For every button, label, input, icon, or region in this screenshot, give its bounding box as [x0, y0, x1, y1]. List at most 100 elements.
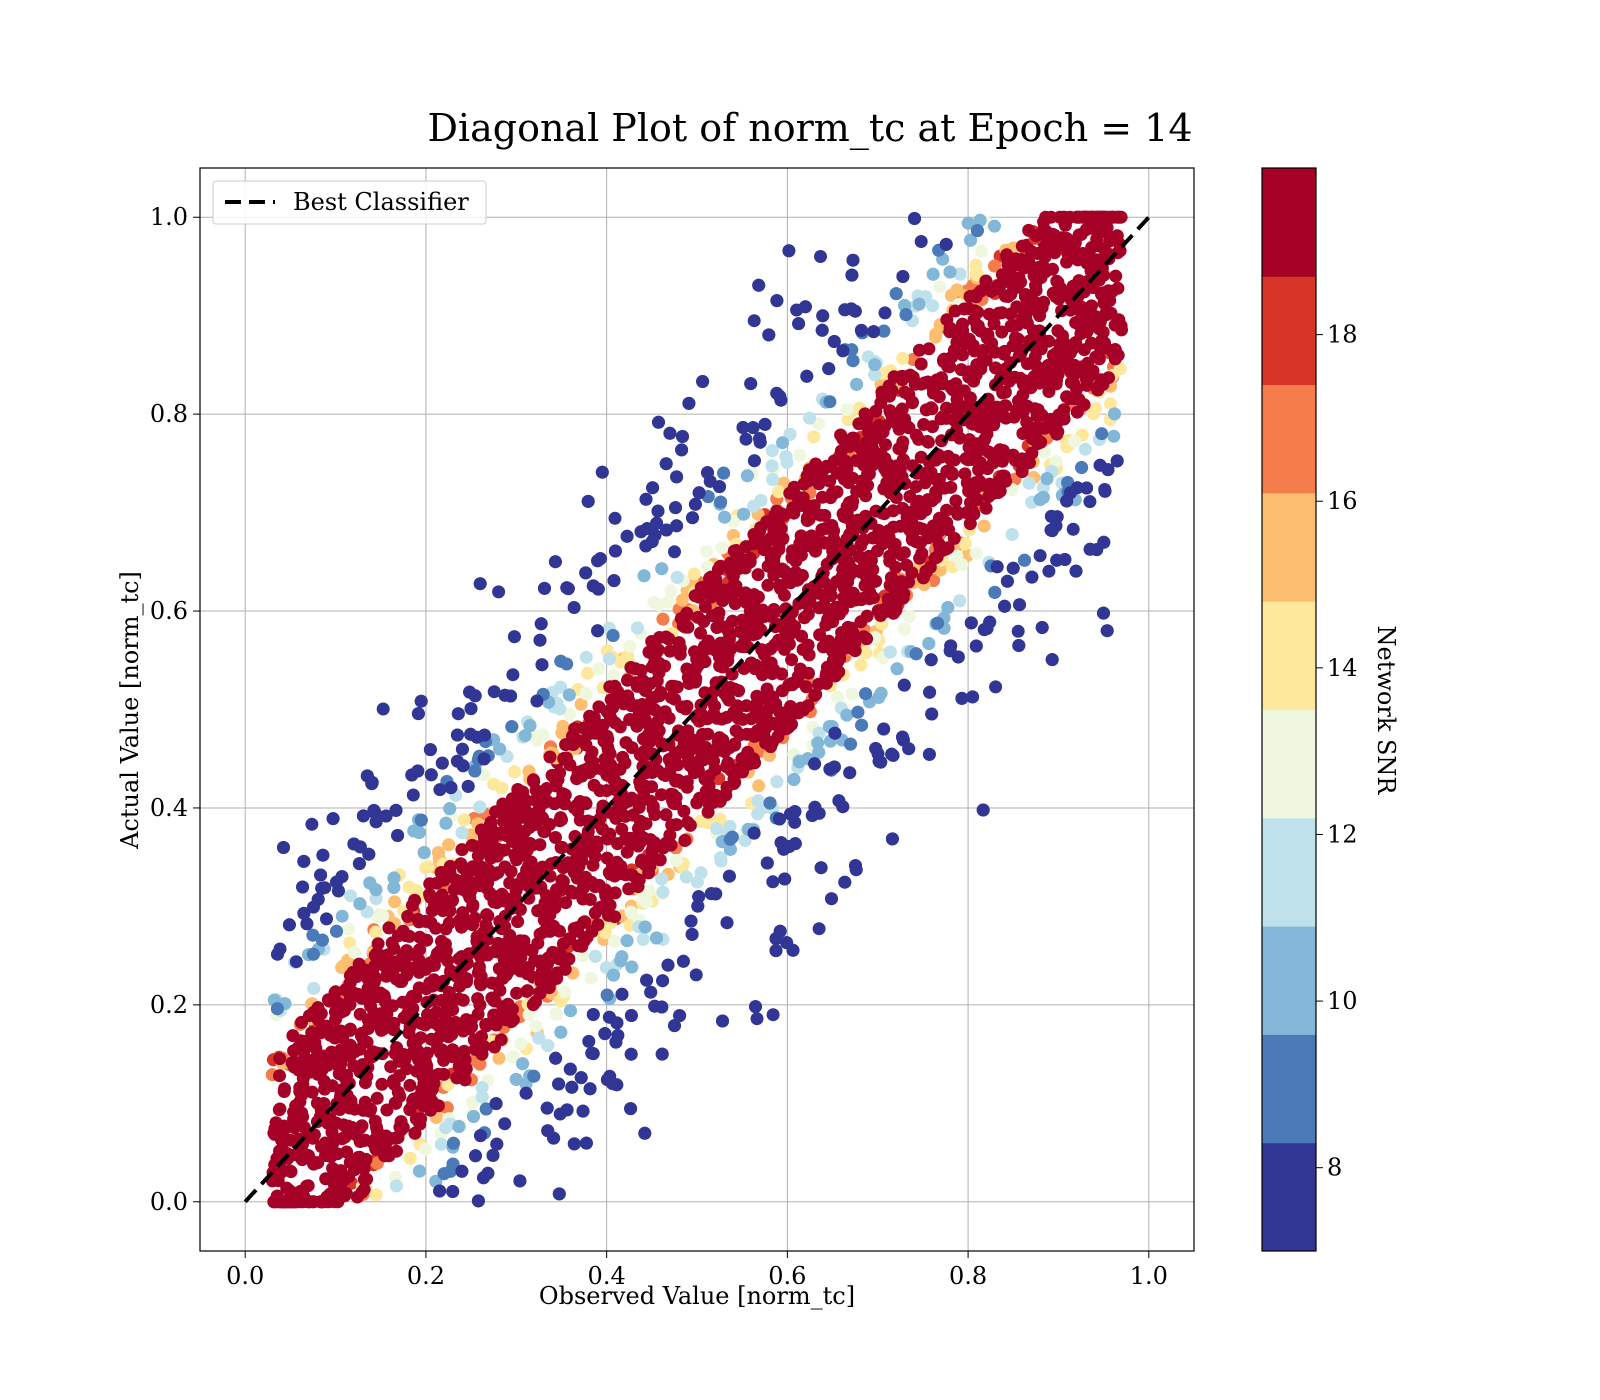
scatter-point — [459, 1013, 473, 1027]
scatter-point — [637, 569, 651, 583]
scatter-point — [775, 562, 789, 576]
scatter-point — [608, 544, 622, 558]
scatter-point — [634, 663, 648, 677]
scatter-point — [520, 863, 534, 877]
scatter-point — [627, 793, 641, 807]
scatter-point — [709, 887, 723, 901]
scatter-point — [651, 504, 665, 518]
scatter-point — [306, 947, 320, 961]
scatter-point — [468, 764, 482, 778]
scatter-point — [456, 906, 470, 920]
scatter-point — [638, 920, 652, 934]
scatter-point — [862, 425, 876, 439]
scatter-point — [560, 657, 574, 671]
scatter-point — [695, 708, 709, 722]
scatter-point — [902, 742, 916, 756]
scatter-point — [779, 450, 793, 464]
scatter-point — [501, 828, 515, 842]
scatter-point — [854, 323, 868, 337]
scatter-point — [1080, 325, 1094, 339]
scatter-point — [625, 868, 639, 882]
scatter-point — [926, 386, 940, 400]
scatter-point — [277, 1085, 291, 1098]
scatter-point — [576, 1104, 590, 1118]
scatter-point — [314, 1109, 327, 1123]
scatter-point — [538, 896, 552, 910]
scatter-point — [353, 897, 367, 911]
scatter-point — [579, 687, 593, 700]
scatter-point — [982, 307, 996, 321]
scatter-point — [887, 407, 901, 421]
scatter-point — [914, 450, 928, 464]
scatter-point — [513, 903, 527, 916]
scatter-point — [852, 417, 866, 431]
scatter-point — [826, 643, 839, 657]
scatter-point — [802, 648, 816, 662]
scatter-point — [565, 1080, 579, 1094]
scatter-point — [812, 806, 826, 820]
scatter-point — [583, 893, 597, 906]
scatter-point — [499, 893, 513, 907]
scatter-point — [642, 866, 656, 880]
scatter-point — [290, 1195, 304, 1209]
scatter-point — [1098, 484, 1112, 498]
scatter-point — [542, 923, 556, 937]
scatter-point — [405, 961, 419, 975]
scatter-point — [838, 875, 852, 889]
scatter-point — [808, 688, 822, 702]
scatter-point — [964, 233, 977, 247]
scatter-point — [345, 1120, 359, 1134]
scatter-point — [421, 860, 435, 874]
scatter-point — [446, 1003, 460, 1017]
scatter-point — [723, 820, 737, 833]
scatter-point — [444, 781, 458, 795]
scatter-point — [813, 467, 827, 481]
scatter-point — [792, 755, 806, 769]
scatter-point — [347, 945, 361, 959]
scatter-point — [1012, 639, 1026, 652]
scatter-point — [896, 730, 909, 744]
scatter-point — [436, 904, 450, 918]
colorbar-tick-label: 16 — [1327, 487, 1358, 515]
scatter-point — [425, 904, 439, 918]
scatter-point — [847, 431, 861, 445]
scatter-point — [751, 568, 765, 582]
scatter-point — [889, 582, 903, 595]
scatter-point — [827, 760, 841, 774]
scatter-point — [414, 813, 428, 827]
scatter-point — [917, 418, 931, 431]
scatter-point — [468, 689, 482, 703]
scatter-point — [969, 546, 983, 560]
scatter-point — [1080, 256, 1094, 270]
scatter-point — [516, 1057, 530, 1071]
scatter-point — [1042, 564, 1056, 578]
x-tick-label: 0.0 — [226, 1262, 264, 1290]
scatter-point — [836, 344, 850, 358]
scatter-point — [1014, 346, 1028, 360]
scatter-point — [776, 712, 789, 726]
scatter-point — [565, 842, 579, 856]
colorbar-tick-label: 14 — [1327, 654, 1358, 682]
scatter-point — [538, 581, 551, 595]
scatter-point — [727, 544, 741, 558]
scatter-point — [300, 917, 314, 931]
x-tick-label: 0.4 — [588, 1262, 626, 1290]
scatter-point — [562, 688, 576, 702]
scatter-point — [335, 909, 349, 923]
scatter-point — [824, 589, 838, 602]
scatter-point — [793, 537, 807, 550]
scatter-point — [716, 594, 730, 608]
scatter-point — [710, 711, 724, 725]
scatter-point — [556, 719, 570, 733]
scatter-point — [442, 916, 456, 930]
scatter-point — [291, 1041, 305, 1055]
scatter-point — [560, 751, 573, 765]
scatter-point — [773, 924, 787, 938]
scatter-point — [413, 930, 427, 944]
scatter-point — [1021, 293, 1035, 307]
scatter-point — [894, 442, 908, 456]
colorbar-level — [1262, 1034, 1316, 1144]
scatter-point — [350, 970, 364, 983]
scatter-point — [477, 926, 491, 939]
